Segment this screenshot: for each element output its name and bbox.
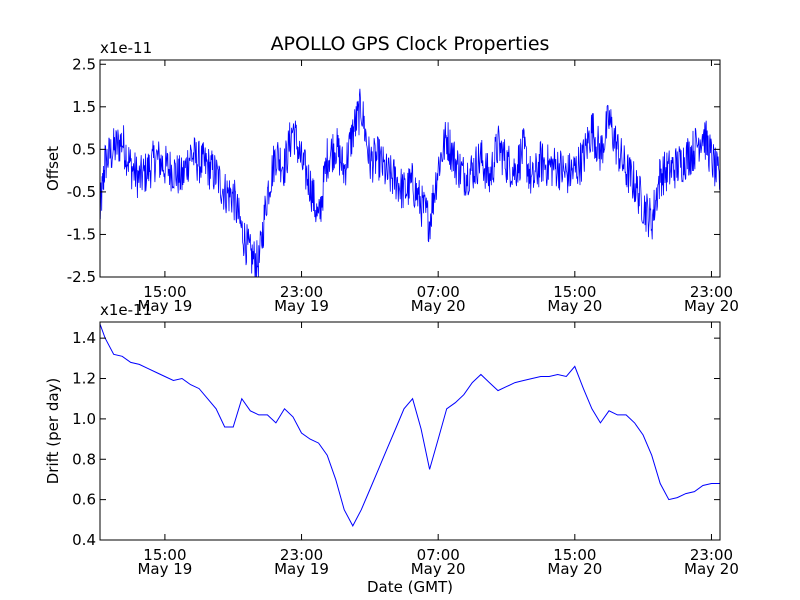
drift-xtick-date-label: May 20 [411, 560, 466, 578]
drift-ytick-label: 1.2 [72, 370, 96, 388]
offset-y-multiplier: x1e-11 [100, 39, 152, 57]
drift-ylabel: Drift (per day) [44, 378, 62, 485]
offset-series-line [99, 88, 721, 278]
chart-title: APOLLO GPS Clock Properties [271, 33, 550, 55]
drift-ytick-label: 1.4 [72, 329, 96, 347]
offset-xtick-time-label: 23:00 [280, 283, 323, 301]
drift-series-line [99, 323, 720, 527]
drift-xtick-time-label: 23:00 [280, 546, 323, 564]
offset-ytick-label: -0.5 [67, 183, 96, 201]
offset-xtick-date-label: May 20 [547, 297, 602, 315]
offset-ytick-label: -2.5 [67, 268, 96, 286]
offset-xtick-date-label: May 20 [411, 297, 466, 315]
drift-xtick-time-label: 15:00 [143, 546, 186, 564]
offset-xtick-time-label: 23:00 [690, 283, 733, 301]
drift-ytick-label: 1.0 [72, 410, 96, 428]
drift-xlabel: Date (GMT) [367, 578, 453, 596]
offset-xtick-date-label: May 19 [137, 297, 192, 315]
drift-y-multiplier: x1e-11 [100, 301, 152, 319]
offset-xtick-time-label: 15:00 [553, 283, 596, 301]
drift-xtick-date-label: May 20 [547, 560, 602, 578]
offset-xtick-time-label: 15:00 [143, 283, 186, 301]
offset-xtick-date-label: May 19 [274, 297, 329, 315]
drift-xtick-date-label: May 19 [274, 560, 329, 578]
offset-ytick-label: 2.5 [72, 55, 96, 73]
offset-ylabel: Offset [44, 146, 62, 191]
offset-ytick-label: 0.5 [72, 140, 96, 158]
offset-xtick-date-label: May 20 [684, 297, 739, 315]
drift-ytick-label: 0.6 [72, 491, 96, 509]
offset-ytick-label: -1.5 [67, 225, 96, 243]
drift-xtick-date-label: May 19 [137, 560, 192, 578]
drift-axes-frame [99, 321, 721, 541]
drift-ytick-label: 0.8 [72, 450, 96, 468]
offset-xtick-time-label: 07:00 [417, 283, 460, 301]
drift-xtick-time-label: 23:00 [690, 546, 733, 564]
drift-xtick-time-label: 15:00 [553, 546, 596, 564]
drift-xtick-time-label: 07:00 [417, 546, 460, 564]
drift-ytick-label: 0.4 [72, 531, 96, 549]
offset-ytick-label: 1.5 [72, 98, 96, 116]
offset-axes-frame [99, 59, 721, 278]
drift-xtick-date-label: May 20 [684, 560, 739, 578]
